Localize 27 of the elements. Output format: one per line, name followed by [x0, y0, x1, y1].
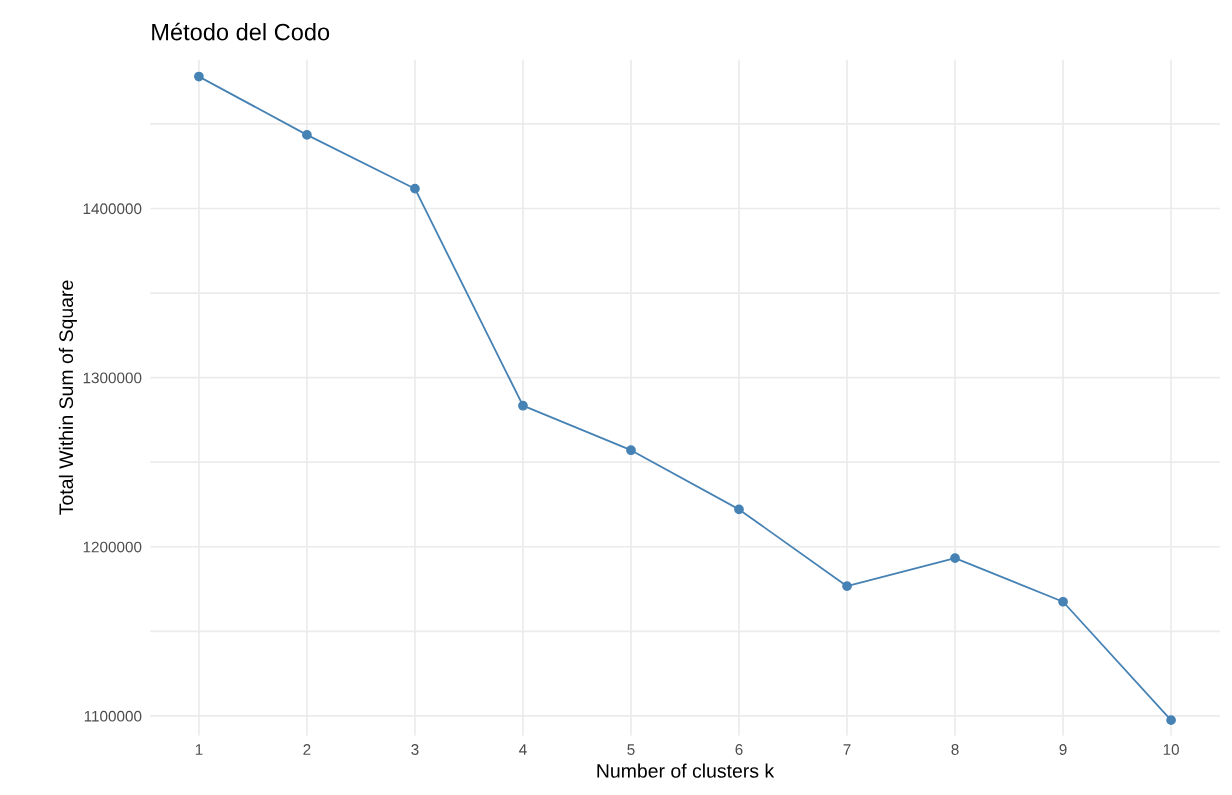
x-axis-title: Number of clusters k	[597, 763, 775, 778]
y-tick-label: 1100000	[84, 710, 142, 722]
x-tick-label: 3	[411, 744, 419, 755]
point	[950, 553, 960, 563]
x-tick-label: 8	[951, 744, 959, 755]
x-tick-label: 6	[735, 744, 743, 755]
y-tick-label: 1200000	[83, 541, 142, 553]
y-tick-label: 1300000	[83, 372, 142, 384]
y-axis-title: Total Within Sum of Square	[58, 280, 77, 515]
point	[518, 400, 528, 411]
y-tick-label: 1400000	[83, 203, 142, 215]
point	[626, 445, 636, 456]
point	[842, 581, 852, 592]
x-tick-label: 2	[303, 744, 311, 755]
x-tick-label: 5	[627, 744, 635, 755]
point	[194, 71, 204, 82]
x-tick-label: 9	[1059, 744, 1067, 755]
point	[1166, 715, 1176, 726]
x-tick-label: 1	[195, 744, 203, 755]
point	[734, 504, 744, 515]
x-tick-label: 4	[519, 744, 527, 755]
point	[1058, 596, 1068, 607]
x-tick-label: 10	[1163, 744, 1179, 755]
point	[302, 130, 312, 140]
x-tick-label: 7	[843, 744, 851, 755]
point	[410, 183, 420, 194]
chart-title: Método del Codo	[152, 22, 330, 41]
